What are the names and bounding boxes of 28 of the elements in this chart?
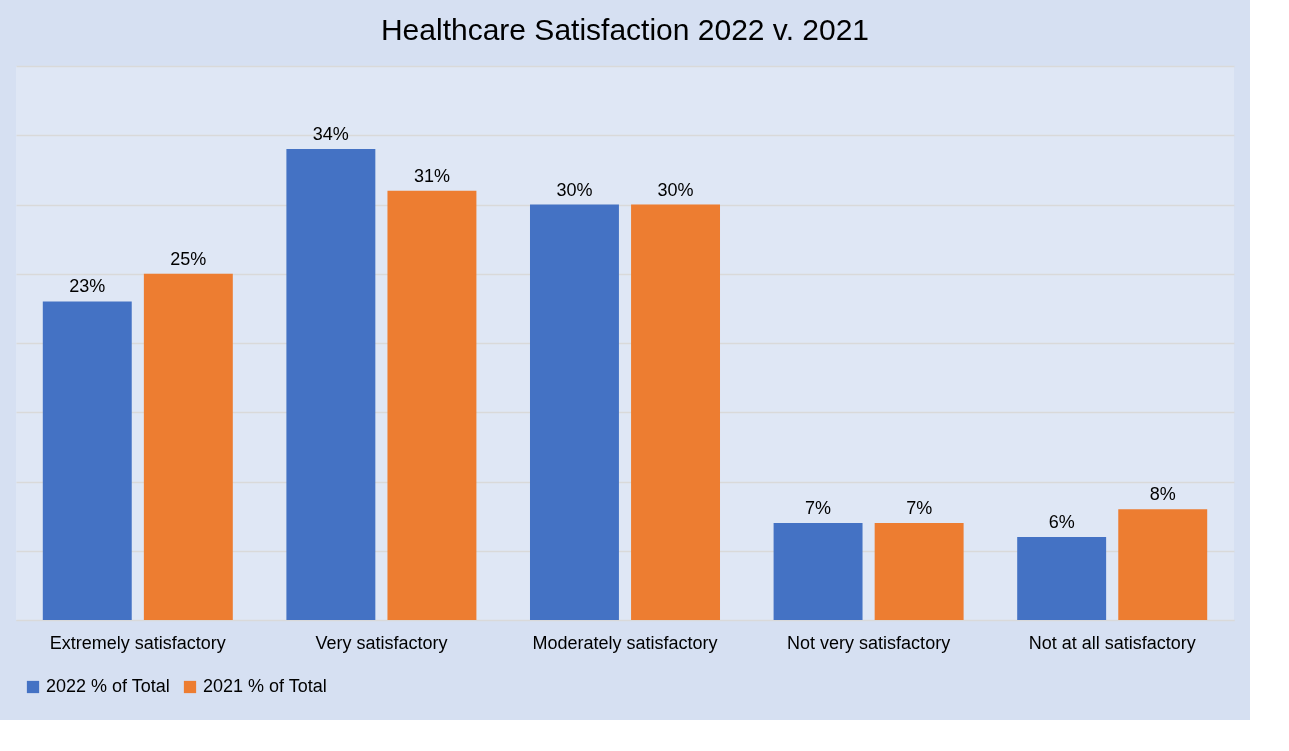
x-tick-label: Not at all satisfactory <box>1028 632 1196 653</box>
x-tick-label: Moderately satisfactory <box>532 632 718 653</box>
data-label: 30% <box>657 179 694 200</box>
bar <box>143 273 233 620</box>
x-tick-label: Extremely satisfactory <box>49 632 226 653</box>
bar <box>387 190 477 620</box>
bar <box>42 301 132 620</box>
chart-title: Healthcare Satisfaction 2022 v. 2021 <box>380 13 870 46</box>
bar <box>286 149 376 620</box>
data-label: 31% <box>413 165 450 186</box>
data-label: 7% <box>906 498 933 519</box>
bar <box>530 204 619 620</box>
x-tick-label: Not very satisfactory <box>787 632 951 653</box>
x-tick-label: Very satisfactory <box>315 632 448 653</box>
bar <box>1017 536 1107 620</box>
bar <box>773 523 863 620</box>
data-label: 25% <box>170 248 207 269</box>
bar <box>874 523 964 620</box>
bar <box>1118 509 1208 620</box>
data-label: 7% <box>805 498 832 519</box>
data-label: 23% <box>69 276 106 297</box>
data-label: 34% <box>312 124 349 145</box>
data-label: 30% <box>556 179 593 200</box>
data-label: 6% <box>1048 511 1075 532</box>
legend-label: 2022 % of Total <box>46 676 170 696</box>
legend-label: 2021 % of Total <box>203 676 327 696</box>
data-label: 8% <box>1149 484 1176 505</box>
bar <box>631 204 720 620</box>
